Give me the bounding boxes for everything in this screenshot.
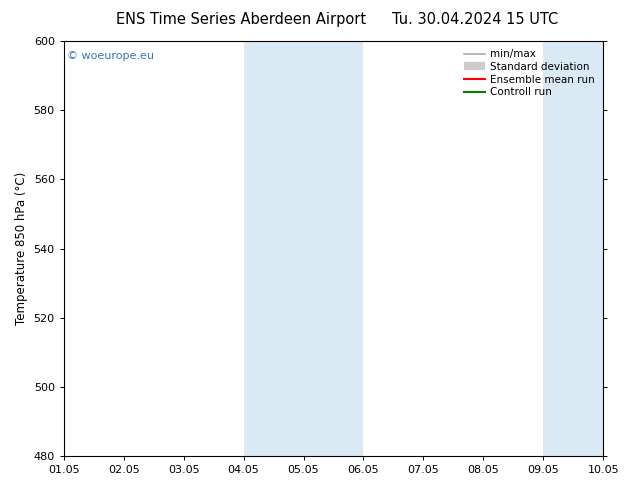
Bar bbox=[543, 41, 603, 456]
Text: Tu. 30.04.2024 15 UTC: Tu. 30.04.2024 15 UTC bbox=[392, 12, 559, 27]
Text: ENS Time Series Aberdeen Airport: ENS Time Series Aberdeen Airport bbox=[116, 12, 366, 27]
Text: © woeurope.eu: © woeurope.eu bbox=[67, 51, 153, 61]
Legend: min/max, Standard deviation, Ensemble mean run, Controll run: min/max, Standard deviation, Ensemble me… bbox=[461, 46, 598, 100]
Bar bbox=[243, 41, 363, 456]
Y-axis label: Temperature 850 hPa (°C): Temperature 850 hPa (°C) bbox=[15, 172, 28, 325]
